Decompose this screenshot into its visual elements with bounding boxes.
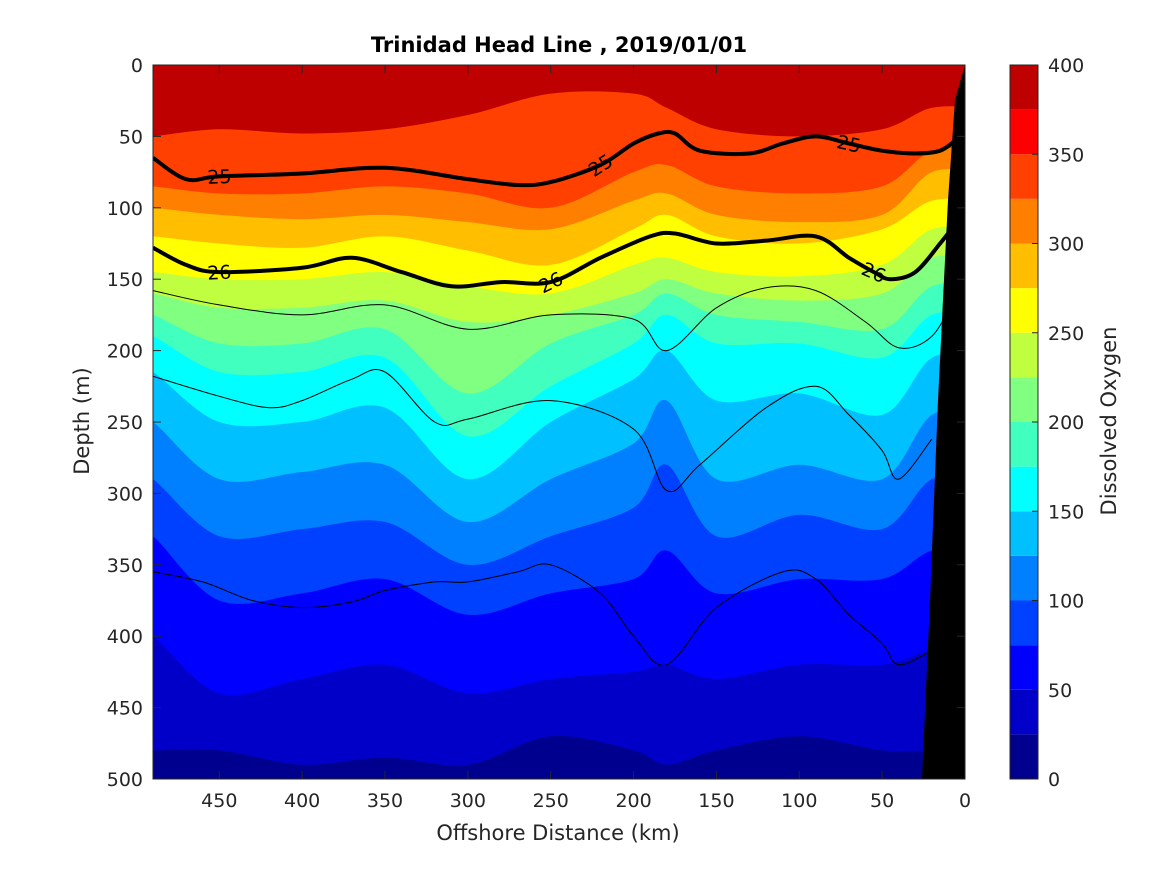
colorbar-segment [1010, 243, 1038, 289]
colorbar-tick-label: 100 [1048, 591, 1084, 613]
y-axis-label: Depth (m) [70, 367, 94, 474]
colorbar-tick-label: 50 [1048, 680, 1072, 702]
chart-title: Trinidad Head Line , 2019/01/01 [371, 33, 747, 57]
oxygen-fill-layers [153, 65, 965, 779]
x-tick-label: 0 [959, 790, 971, 812]
colorbar-segment [1010, 645, 1038, 690]
colorbar-ticks: 0 50 100 150 200 250 300 350 400 [1032, 55, 1084, 791]
colorbar-segment [1010, 154, 1038, 199]
colorbar-tick-label: 300 [1048, 234, 1084, 256]
bathymetry-mask [922, 65, 965, 779]
y-tick-label: 0 [131, 55, 143, 77]
x-tick-label: 400 [284, 790, 320, 812]
colorbar-label: Dissolved Oxygen [1097, 327, 1121, 516]
x-tick-label: 200 [615, 790, 651, 812]
density-contour-label: 26 [207, 261, 232, 284]
colorbar-segment [1010, 600, 1038, 646]
density-contour-label: 25 [835, 131, 863, 158]
colorbar-segment [1010, 198, 1038, 244]
x-tick-label: 250 [533, 790, 569, 812]
x-axis-label: Offshore Distance (km) [436, 821, 679, 845]
colorbar-segment [1010, 109, 1038, 155]
x-axis-ticks: 450 400 350 300 250 200 150 100 50 0 [201, 65, 971, 812]
y-tick-label: 100 [107, 198, 143, 220]
x-tick-label: 150 [698, 790, 734, 812]
colorbar-tick-label: 350 [1048, 144, 1084, 166]
colorbar-segment [1010, 288, 1038, 333]
colorbar-tick-label: 250 [1048, 323, 1084, 345]
contour-label-text: 26 [207, 261, 232, 284]
colorbar-tick-label: 400 [1048, 55, 1084, 77]
colorbar [1009, 64, 1039, 780]
y-tick-label: 400 [107, 626, 143, 648]
y-tick-label: 350 [107, 555, 143, 577]
colorbar-segment [1010, 689, 1038, 735]
colorbar-tick-label: 150 [1048, 501, 1084, 523]
x-tick-label: 350 [367, 790, 403, 812]
y-tick-label: 200 [107, 341, 143, 363]
density-contours [153, 129, 959, 666]
colorbar-segment [1010, 734, 1038, 779]
colorbar-segment [1010, 466, 1038, 512]
y-tick-label: 50 [119, 126, 143, 148]
colorbar-tick-label: 0 [1048, 769, 1060, 791]
density-contour-3 [153, 368, 933, 493]
contour-label-text: 25 [207, 166, 232, 189]
colorbar-segment [1010, 377, 1038, 422]
oxygen-band-25 [153, 735, 965, 779]
colorbar-tick-label: 200 [1048, 412, 1084, 434]
colorbar-segment [1010, 65, 1038, 110]
y-tick-label: 450 [107, 698, 143, 720]
x-tick-label: 100 [781, 790, 817, 812]
colorbar-segment [1010, 422, 1038, 467]
x-tick-label: 50 [870, 790, 894, 812]
y-tick-label: 300 [107, 483, 143, 505]
density-contour-25 [153, 129, 958, 188]
x-tick-label: 300 [450, 790, 486, 812]
plot-area [153, 65, 965, 779]
y-tick-label: 150 [107, 269, 143, 291]
density-contour-4 [153, 563, 933, 666]
contour-label-text: 25 [835, 131, 863, 158]
density-contour-label: 25 [207, 166, 232, 189]
density-contour-26 [153, 220, 959, 289]
y-tick-label: 250 [107, 412, 143, 434]
y-tick-label: 500 [107, 769, 143, 791]
y-axis-ticks: 0 50 100 150 200 250 300 350 400 450 500 [107, 55, 965, 791]
x-tick-label: 450 [201, 790, 237, 812]
density-contour-2 [153, 285, 958, 352]
colorbar-segment [1010, 555, 1038, 601]
colorbar-segment [1010, 511, 1038, 556]
colorbar-segment [1010, 332, 1038, 378]
